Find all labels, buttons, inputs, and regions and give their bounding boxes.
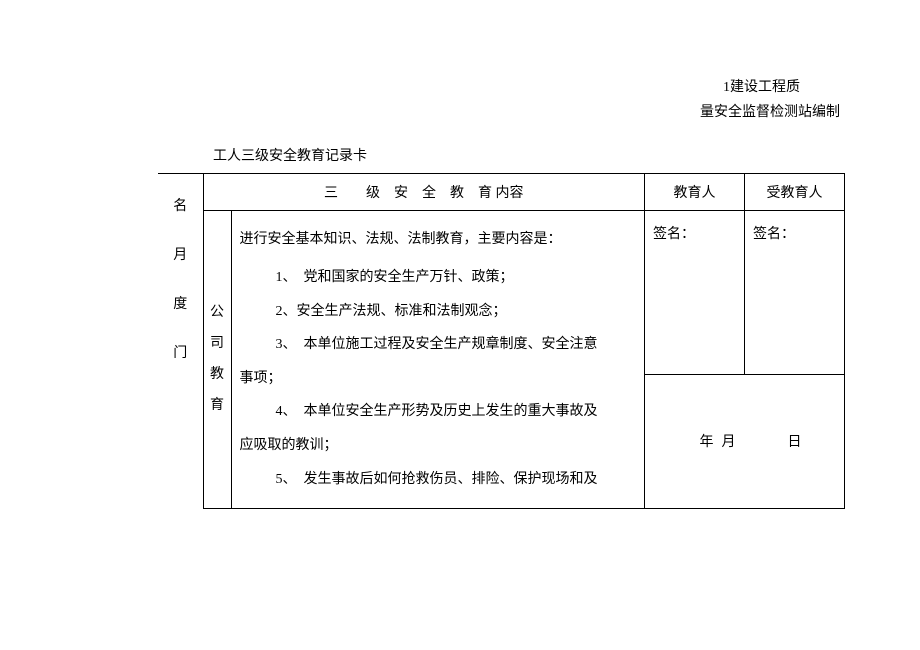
left-label-char3: 度	[162, 280, 199, 329]
left-label-cell: 名 月 度 门	[158, 174, 203, 509]
record-table-container: 名 月 度 门 三 级 安 全 教 育 内容 教育人 受教育人 公 司 教 育 …	[158, 173, 845, 509]
content-item-2: 2、安全生产法规、标准和法制观念；	[240, 295, 637, 329]
date-day: 日	[788, 435, 810, 450]
record-table: 名 月 度 门 三 级 安 全 教 育 内容 教育人 受教育人 公 司 教 育 …	[158, 173, 845, 509]
header-line-1: 1建设工程质	[0, 75, 840, 100]
content-header: 三 级 安 全 教 育 内容	[203, 174, 645, 211]
content-item-3: 3、 本单位施工过程及安全生产规章制度、安全注意	[240, 328, 637, 362]
content-item-5: 5、 发生事故后如何抢救伤员、排险、保护现场和及	[240, 463, 637, 497]
sub-label-cell: 公 司 教 育	[203, 211, 231, 509]
recipient-signature-cell: 签名：	[745, 211, 845, 374]
table-header-row: 名 月 度 门 三 级 安 全 教 育 内容 教育人 受教育人	[158, 174, 845, 211]
sub-label-char2: 司	[206, 329, 229, 360]
recipient-header: 受教育人	[745, 174, 845, 211]
date-month: 月	[722, 435, 744, 450]
educator-signature-cell: 签名：	[645, 211, 745, 374]
signature-row: 公 司 教 育 进行安全基本知识、法规、法制教育，主要内容是： 1、 党和国家的…	[158, 211, 845, 374]
left-label-char1: 名	[162, 182, 199, 231]
sub-label-char3: 教	[206, 360, 229, 391]
left-label-char2: 月	[162, 231, 199, 280]
content-item-4-cont: 应吸取的教训；	[240, 429, 637, 463]
content-item-1: 1、 党和国家的安全生产万针、政策；	[240, 261, 637, 295]
sub-label-char1: 公	[206, 298, 229, 329]
content-item-3-cont: 事项；	[240, 362, 637, 396]
sub-label-char4: 育	[206, 391, 229, 422]
content-cell: 进行安全基本知识、法规、法制教育，主要内容是： 1、 党和国家的安全生产万针、政…	[231, 211, 645, 509]
document-title: 工人三级安全教育记录卡	[140, 145, 440, 165]
content-intro: 进行安全基本知识、法规、法制教育，主要内容是：	[240, 223, 637, 257]
date-text: 年月 日	[680, 435, 810, 450]
content-item-4: 4、 本单位安全生产形势及历史上发生的重大事故及	[240, 395, 637, 429]
educator-header: 教育人	[645, 174, 745, 211]
left-label-char4: 门	[162, 329, 199, 378]
header-line-2: 量安全监督检测站编制	[0, 100, 840, 125]
date-year: 年	[700, 435, 722, 450]
date-cell: 年月 日	[645, 374, 845, 508]
